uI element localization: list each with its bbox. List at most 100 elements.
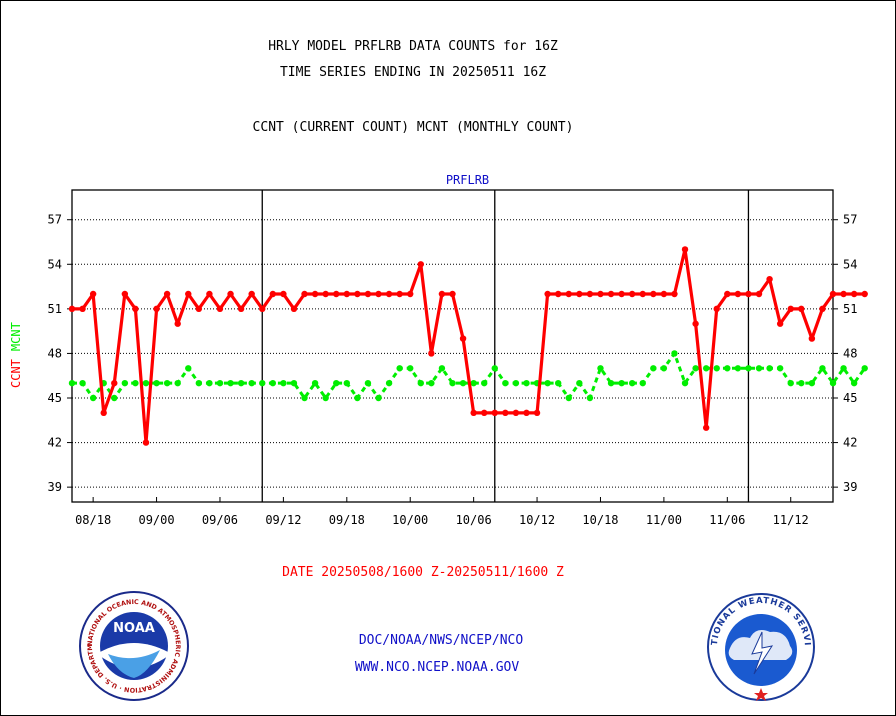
data-point-ccnt xyxy=(776,320,784,327)
data-point-ccnt xyxy=(163,290,171,298)
data-point-ccnt xyxy=(639,290,646,298)
y-tick-label-right: 54 xyxy=(843,257,857,271)
data-point-ccnt xyxy=(660,290,668,298)
data-point-mcnt xyxy=(153,379,160,387)
data-point-ccnt xyxy=(259,305,266,313)
data-point-mcnt xyxy=(68,379,76,387)
data-point-ccnt xyxy=(808,335,816,342)
data-point-ccnt xyxy=(121,290,129,298)
x-tick-label: 10/00 xyxy=(392,513,428,527)
x-tick-label: 10/18 xyxy=(582,513,618,527)
data-point-ccnt xyxy=(618,290,625,298)
dataset-label: PRFLRB xyxy=(446,173,489,187)
data-point-ccnt xyxy=(227,290,234,298)
data-point-mcnt xyxy=(132,379,139,387)
data-point-mcnt xyxy=(766,365,773,372)
data-point-mcnt xyxy=(311,379,319,387)
data-point-mcnt xyxy=(206,379,213,387)
data-point-mcnt xyxy=(428,379,435,387)
data-point-ccnt xyxy=(79,305,86,313)
data-point-mcnt xyxy=(459,379,467,387)
data-point-mcnt xyxy=(491,365,498,372)
data-point-ccnt xyxy=(745,290,752,298)
chart-title-line2: TIME SERIES ENDING IN 20250511 16Z xyxy=(279,65,547,80)
website-link[interactable]: WWW.NCO.NCEP.NOAA.GOV xyxy=(354,660,520,675)
data-point-mcnt xyxy=(269,379,277,387)
data-point-mcnt xyxy=(787,379,794,387)
data-point-ccnt xyxy=(216,305,224,313)
data-point-ccnt xyxy=(692,320,699,327)
x-tick-label: 10/12 xyxy=(519,513,555,527)
data-point-ccnt xyxy=(195,305,203,313)
data-point-mcnt xyxy=(544,379,551,387)
data-point-mcnt xyxy=(628,379,636,387)
data-point-mcnt xyxy=(343,379,351,387)
data-point-ccnt xyxy=(301,290,308,298)
data-point-mcnt xyxy=(702,365,710,372)
data-point-ccnt xyxy=(628,290,636,298)
y-tick-label-left: 48 xyxy=(48,346,62,360)
data-point-mcnt xyxy=(850,379,858,387)
data-point-mcnt xyxy=(79,379,86,387)
data-point-ccnt xyxy=(798,305,805,313)
chart-title-line3: CCNT (CURRENT COUNT) MCNT (MONTHLY COUNT… xyxy=(252,120,574,135)
date-range-label: DATE 20250508/1600 Z-20250511/1600 Z xyxy=(282,565,564,580)
y-tick-label-left: 42 xyxy=(48,436,62,450)
data-point-ccnt xyxy=(269,290,277,298)
data-point-mcnt xyxy=(692,365,699,372)
data-point-ccnt xyxy=(322,290,329,298)
data-point-mcnt xyxy=(259,379,266,387)
data-point-ccnt xyxy=(861,290,868,298)
data-point-ccnt xyxy=(100,409,107,417)
data-point-ccnt xyxy=(333,290,340,298)
data-point-ccnt xyxy=(755,290,763,298)
data-point-ccnt xyxy=(428,350,435,357)
noaa-logo: NATIONAL OCEANIC AND ATMOSPHERIC ADMINIS… xyxy=(78,590,189,701)
data-point-mcnt xyxy=(681,379,689,387)
data-point-ccnt xyxy=(681,246,689,253)
data-point-mcnt xyxy=(280,379,287,387)
data-point-mcnt xyxy=(481,379,488,387)
data-point-mcnt xyxy=(227,379,234,387)
data-point-mcnt xyxy=(301,394,308,402)
x-tick-label: 11/06 xyxy=(709,513,745,527)
data-point-ccnt xyxy=(576,290,583,298)
series-line-ccnt xyxy=(72,247,865,445)
data-point-mcnt xyxy=(523,379,530,387)
data-point-ccnt xyxy=(385,290,393,298)
data-point-ccnt xyxy=(206,290,213,298)
data-point-mcnt xyxy=(290,379,298,387)
x-tick-label: 10/06 xyxy=(456,513,492,527)
y-tick-label-right: 57 xyxy=(843,213,857,227)
data-point-mcnt xyxy=(671,350,678,357)
data-point-mcnt xyxy=(470,379,477,387)
data-point-ccnt xyxy=(787,305,794,313)
chart-title-line1: HRLY MODEL PRFLRB DATA COUNTS for 16Z xyxy=(268,39,558,54)
data-point-ccnt xyxy=(396,290,403,298)
y-tick-label-right: 48 xyxy=(843,346,857,360)
data-point-ccnt xyxy=(174,320,181,327)
data-point-ccnt xyxy=(766,275,773,283)
data-point-ccnt xyxy=(533,409,541,417)
data-point-ccnt xyxy=(343,290,351,298)
data-point-mcnt xyxy=(364,379,372,387)
data-point-mcnt xyxy=(237,379,245,387)
data-point-mcnt xyxy=(618,379,625,387)
data-point-mcnt xyxy=(174,379,181,387)
data-point-ccnt xyxy=(734,290,742,298)
data-point-mcnt xyxy=(861,365,868,372)
data-point-ccnt xyxy=(375,290,382,298)
y-tick-label-right: 39 xyxy=(843,480,857,494)
x-tick-label: 11/12 xyxy=(773,513,809,527)
data-point-mcnt xyxy=(375,394,382,402)
data-point-ccnt xyxy=(491,409,498,417)
data-point-mcnt xyxy=(322,394,329,402)
y-tick-label-right: 42 xyxy=(843,436,857,450)
data-point-ccnt xyxy=(512,409,520,417)
data-point-mcnt xyxy=(734,365,742,372)
data-point-mcnt xyxy=(142,379,150,387)
data-point-ccnt xyxy=(364,290,372,298)
data-point-ccnt xyxy=(850,290,858,298)
data-point-mcnt xyxy=(554,379,562,387)
